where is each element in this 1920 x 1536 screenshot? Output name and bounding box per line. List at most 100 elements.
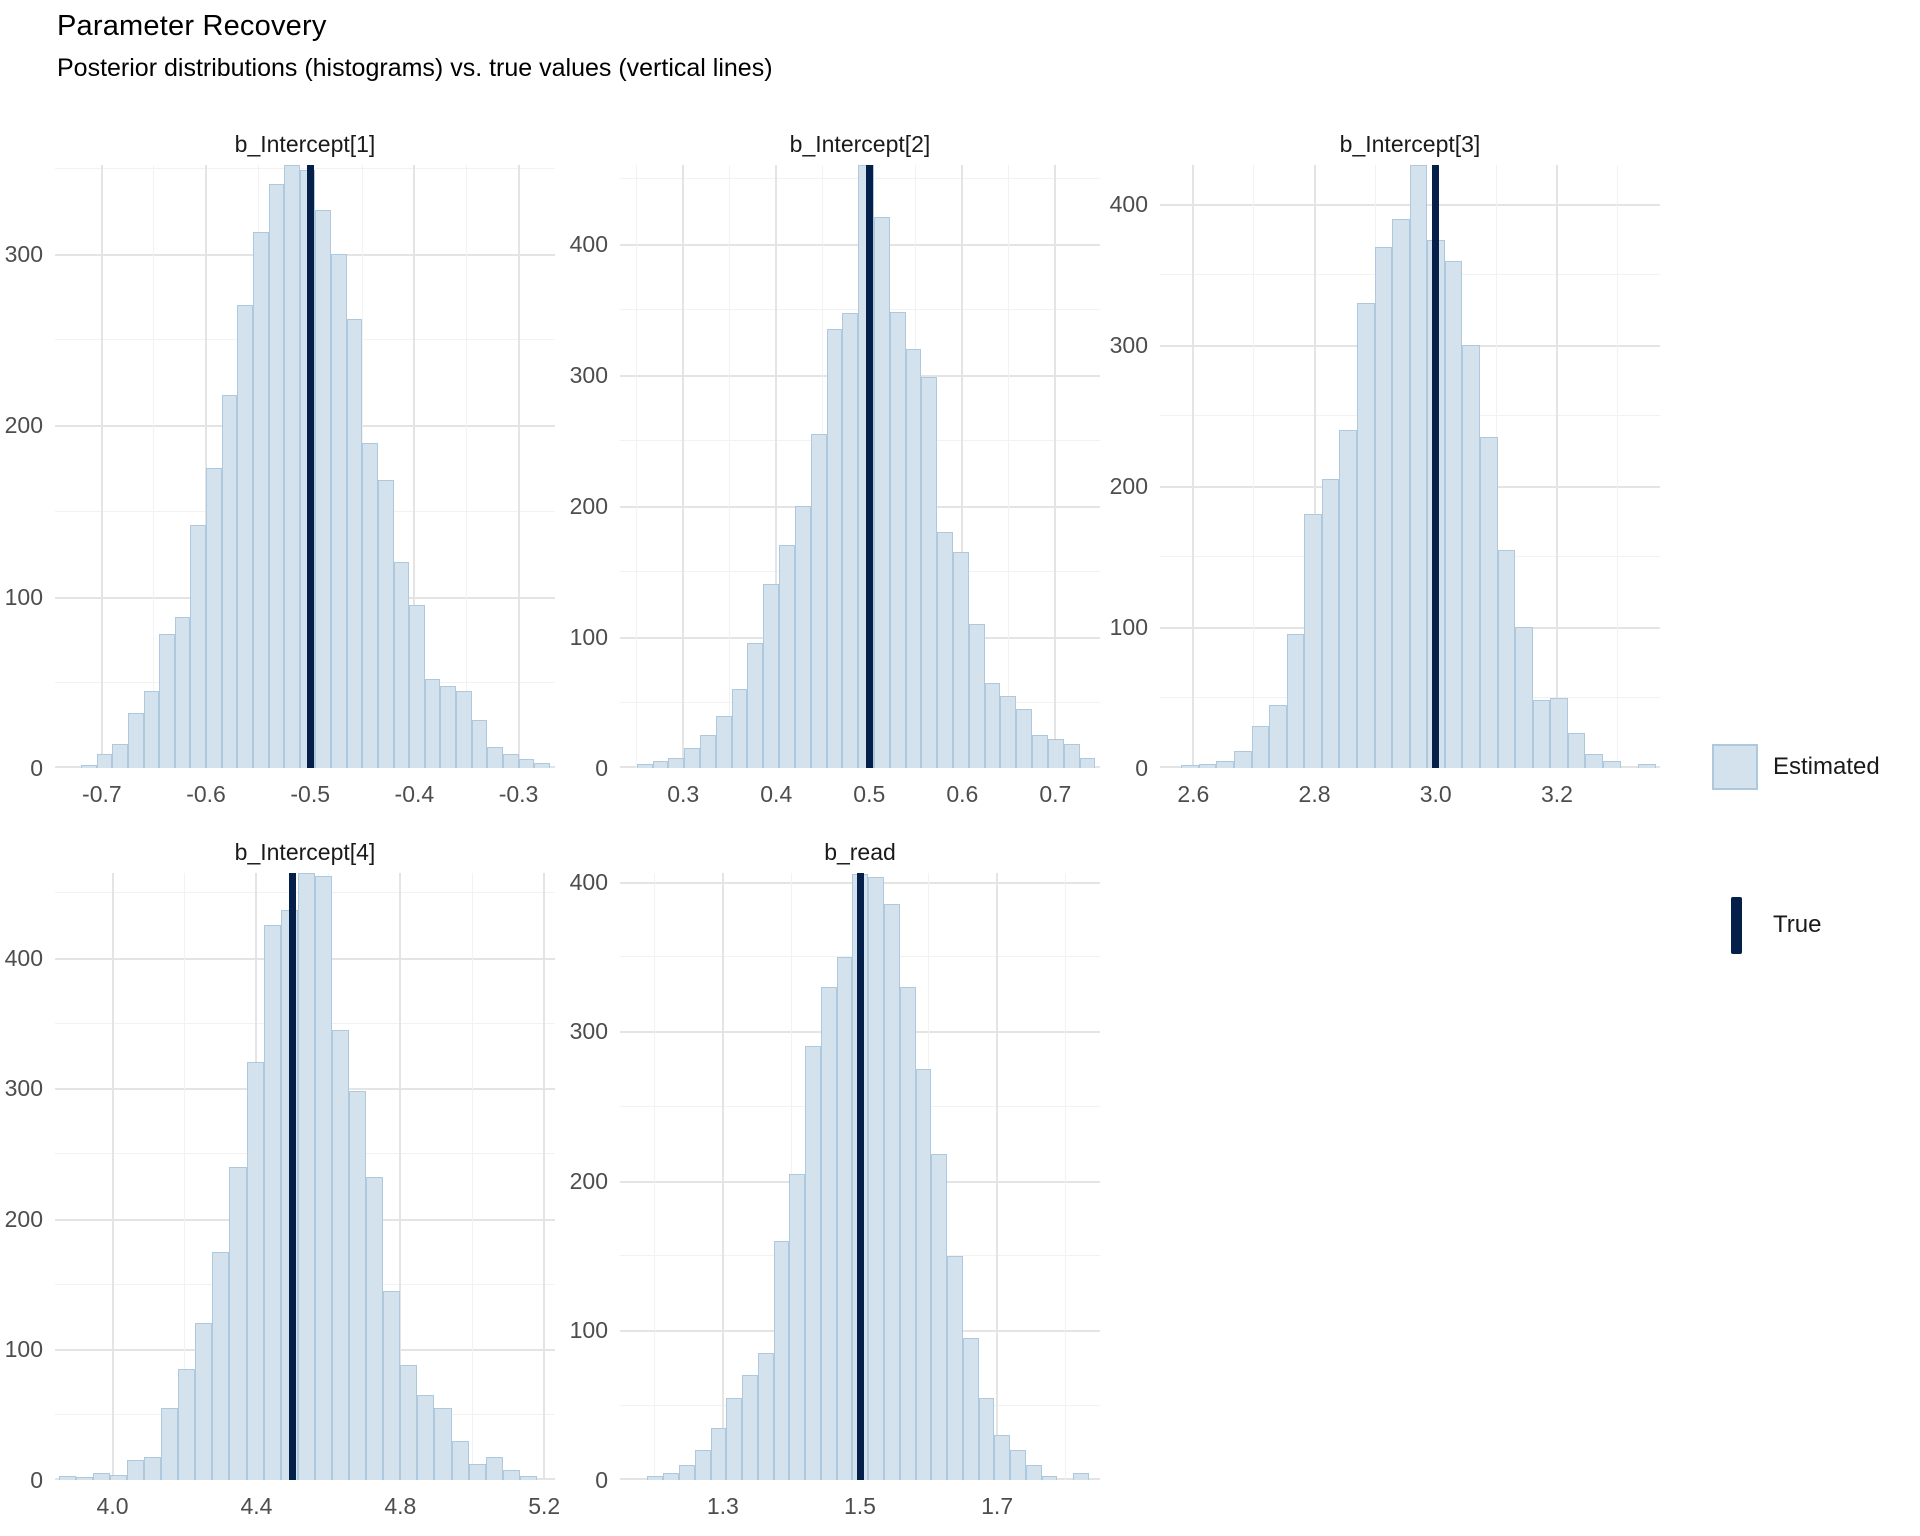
page-subtitle: Posterior distributions (histograms) vs.… <box>57 54 773 82</box>
gridline-major-v <box>1555 165 1558 768</box>
histogram-bar <box>468 1464 486 1480</box>
histogram-bar <box>362 442 378 768</box>
y-tick-label: 200 <box>1109 473 1148 500</box>
histogram-bar <box>1041 1475 1058 1480</box>
histogram-bar <box>212 1251 230 1480</box>
histogram-bar <box>1304 514 1322 768</box>
histogram-bar <box>1480 436 1498 768</box>
histogram-bar <box>873 217 890 768</box>
y-tick-label: 200 <box>4 1205 43 1232</box>
x-tick-label: 5.2 <box>528 1493 561 1519</box>
histogram-bar <box>229 1166 247 1480</box>
x-tick-label: 0.5 <box>853 781 886 807</box>
histogram-bar <box>485 1456 503 1480</box>
histogram-bar <box>237 305 253 768</box>
histogram-bar <box>1251 725 1270 768</box>
histogram-bar <box>1392 218 1410 768</box>
gridline-minor-v <box>465 165 467 768</box>
panel-b_Intercept[3] <box>1160 165 1660 768</box>
histogram-bar <box>383 1290 401 1480</box>
histogram-bar <box>314 875 332 1480</box>
x-tick-label: 4.4 <box>240 1493 273 1519</box>
y-tick-label: 100 <box>4 583 43 610</box>
histogram-bar <box>400 1365 418 1480</box>
histogram-bar <box>349 1090 367 1480</box>
histogram-bar <box>81 764 97 768</box>
histogram-bar <box>700 735 716 768</box>
y-tick-label: 200 <box>569 492 608 519</box>
histogram-bar <box>417 1395 435 1480</box>
gridline-major-v <box>775 165 778 768</box>
gridline-minor-v <box>1008 165 1010 768</box>
histogram-bar <box>889 311 906 768</box>
histogram-bar <box>346 319 363 768</box>
true-value-line <box>865 165 873 768</box>
histogram-bar <box>742 1375 758 1480</box>
histogram-bar <box>221 394 238 768</box>
histogram-bar <box>331 254 347 768</box>
y-tick-label: 0 <box>1135 755 1148 781</box>
y-tick-label: 300 <box>569 361 608 388</box>
x-tick-label: 3.2 <box>1540 781 1573 807</box>
histogram-bar <box>1216 760 1234 768</box>
y-tick-label: 400 <box>1109 191 1148 218</box>
histogram-bar <box>652 761 669 768</box>
histogram-bar <box>915 1068 932 1480</box>
histogram-bar <box>1016 709 1033 768</box>
gridline-minor-v <box>636 165 638 768</box>
histogram-bar <box>126 1460 145 1480</box>
histogram-bar <box>144 1456 162 1480</box>
histogram-bar <box>143 690 160 768</box>
x-tick-label: 0.7 <box>1039 781 1072 807</box>
x-tick-label: 2.8 <box>1298 781 1331 807</box>
histogram-bar <box>1198 763 1217 768</box>
panel-title-b_Intercept[2]: b_Intercept[2] <box>789 131 931 157</box>
gridline-minor-v <box>471 873 473 1480</box>
x-tick-label: 1.5 <box>844 1493 876 1519</box>
panel-b_Intercept[4] <box>55 873 555 1480</box>
gridline-major-v <box>682 165 685 768</box>
x-tick-label: 3.0 <box>1419 781 1452 807</box>
y-tick-label: 200 <box>569 1167 608 1194</box>
histogram-bar <box>921 377 938 768</box>
histogram-bar <box>1269 704 1287 768</box>
gridline-major-v <box>996 873 999 1480</box>
histogram-bar <box>519 1476 537 1480</box>
histogram-bar <box>1550 697 1568 768</box>
true-value-line <box>288 873 296 1480</box>
histogram-bar <box>206 468 222 768</box>
histogram-bar <box>1181 765 1199 768</box>
histogram-bar <box>96 754 113 768</box>
legend-true-label: True <box>1773 911 1822 938</box>
x-tick-label: 2.6 <box>1177 781 1210 807</box>
histogram-bar <box>159 634 175 768</box>
histogram-bar <box>1585 753 1604 768</box>
histogram-bar <box>92 1473 110 1480</box>
x-tick-label: 0.3 <box>667 781 700 807</box>
histogram-bar <box>1515 627 1533 768</box>
gridline-major-v <box>517 165 520 768</box>
histogram-bar <box>968 623 985 768</box>
panel-b_read <box>620 873 1100 1480</box>
histogram-bar <box>190 524 207 768</box>
histogram-bar <box>636 764 653 768</box>
histogram-bar <box>726 1397 743 1480</box>
gridline-minor-v <box>153 165 155 768</box>
y-tick-label: 100 <box>4 1336 43 1363</box>
gridline-major-v <box>413 165 416 768</box>
histogram-bar <box>1063 744 1080 768</box>
gridline-major-v <box>100 165 103 768</box>
histogram-bar <box>789 1173 806 1480</box>
histogram-bar <box>779 545 795 768</box>
histogram-bar <box>1567 732 1586 768</box>
y-tick-label: 300 <box>4 241 43 268</box>
y-tick-label: 400 <box>569 230 608 257</box>
histogram-bar <box>161 1408 179 1480</box>
histogram-bar <box>440 685 457 768</box>
histogram-bar <box>434 1408 452 1480</box>
histogram-bar <box>1010 1450 1026 1480</box>
histogram-bar <box>502 754 519 768</box>
gridline-major-v <box>961 165 964 768</box>
histogram-bar <box>1532 700 1551 768</box>
